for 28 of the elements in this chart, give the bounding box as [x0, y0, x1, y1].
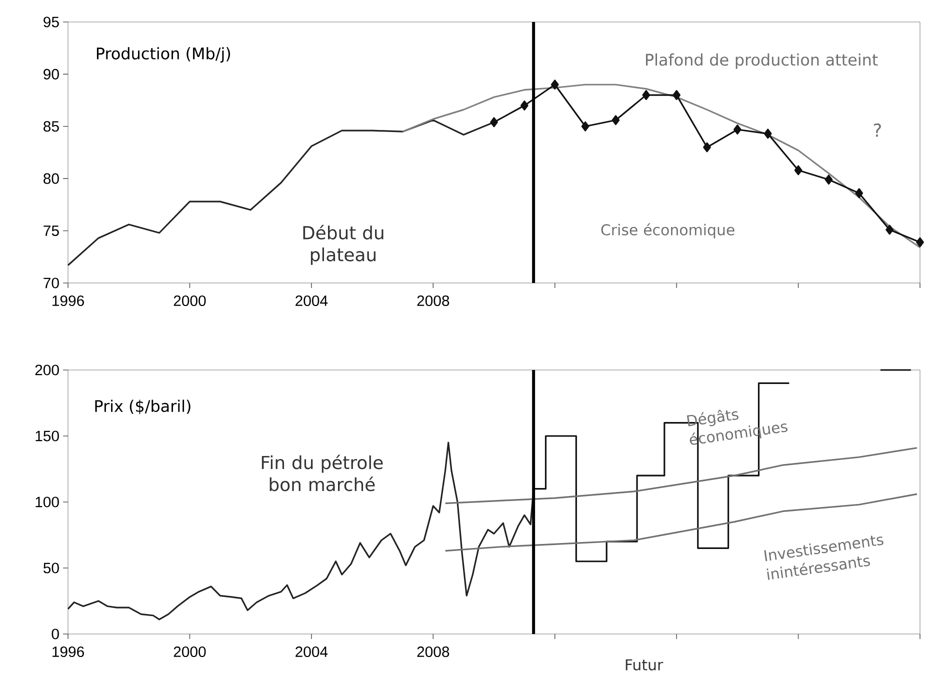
- x-tick-label: 2008: [417, 646, 450, 658]
- y-axis-title: Production (Mb/j): [96, 47, 230, 63]
- y-tick-label: 150: [36, 430, 59, 442]
- x-tick-label: 2008: [417, 295, 450, 306]
- y-tick-label: 75: [44, 226, 59, 236]
- annotation: Fin du pétrole bon marché: [262, 454, 383, 492]
- x-tick-label: 2000: [174, 295, 206, 306]
- x-tick-label: 2004: [296, 646, 328, 658]
- y-tick-label: 50: [43, 562, 59, 574]
- annotation: ?: [874, 123, 881, 137]
- y-tick-label: 95: [44, 16, 59, 28]
- y-tick-label: 100: [36, 496, 59, 508]
- annotation: Début du plateau: [303, 224, 384, 265]
- text: Futur: [626, 659, 664, 670]
- y-tick-label: 90: [44, 68, 59, 80]
- y-tick-label: 70: [44, 278, 59, 288]
- y-tick-label: 85: [44, 121, 59, 132]
- y-tick-label: 200: [35, 364, 59, 376]
- y-tick-label: 80: [44, 173, 59, 184]
- x-tick-label: 2000: [174, 646, 206, 658]
- y-axis-title: Prix ($/baril): [95, 400, 190, 414]
- annotation: Crise économique: [601, 223, 734, 238]
- x-tick-label: 1996: [52, 646, 84, 658]
- y-tick-label: 0: [52, 628, 59, 640]
- annotation: Plafond de production atteint: [646, 53, 878, 69]
- x-tick-label: 1996: [52, 295, 84, 306]
- x-tick-label: 2004: [296, 295, 328, 306]
- annotation: Dégâts économiques: [686, 410, 788, 445]
